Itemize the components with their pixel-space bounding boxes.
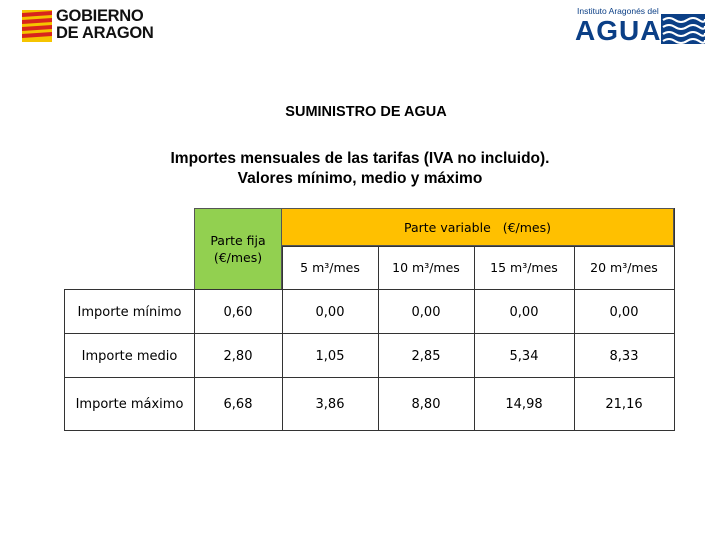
table-gridline bbox=[64, 430, 675, 431]
logo-right-main: AGUA bbox=[575, 15, 662, 46]
table-cell: 5,34 bbox=[509, 348, 539, 364]
row-label: Importe medio bbox=[81, 348, 178, 364]
fixed-header-line2: (€/mes) bbox=[213, 250, 263, 265]
table-cell: 3,86 bbox=[315, 396, 345, 412]
variable-col-header: 15 m³/mes bbox=[490, 259, 558, 275]
logo-right-small: Instituto Aragonés del bbox=[577, 6, 659, 16]
fixed-header-line1: Parte fija bbox=[210, 233, 266, 248]
logo-left-line2: DE ARAGON bbox=[56, 24, 154, 42]
table-cell: 2,85 bbox=[411, 348, 441, 364]
instituto-agua-logo: Instituto Aragonés del AGUA bbox=[575, 6, 705, 48]
page-title: SUMINISTRO DE AGUA bbox=[285, 104, 447, 120]
table-cell: 0,00 bbox=[609, 304, 639, 320]
table-gridline bbox=[64, 289, 65, 431]
table-cell: 6,68 bbox=[223, 396, 253, 412]
table-gridline bbox=[574, 246, 575, 431]
table-gridline bbox=[474, 246, 475, 431]
subtitle-line2: Valores mínimo, medio y máximo bbox=[237, 170, 483, 187]
row-label: Importe mínimo bbox=[77, 304, 182, 320]
gobierno-aragon-logo: GOBIERNO DE ARAGON bbox=[22, 8, 172, 46]
table-gridline bbox=[674, 208, 675, 431]
table-gridline bbox=[282, 246, 674, 247]
table-cell: 21,16 bbox=[605, 396, 643, 412]
table-cell: 0,00 bbox=[315, 304, 345, 320]
variable-col-header: 5 m³/mes bbox=[300, 259, 360, 275]
subtitle-line1: Importes mensuales de las tarifas (IVA n… bbox=[170, 150, 550, 167]
table-cell: 1,05 bbox=[315, 348, 345, 364]
variable-part-header: Parte variable (€/mes) bbox=[281, 208, 674, 246]
fixed-part-header: Parte fija (€/mes) bbox=[194, 208, 282, 290]
variable-col-header: 10 m³/mes bbox=[392, 259, 460, 275]
table-gridline bbox=[378, 246, 379, 431]
table-cell: 2,80 bbox=[223, 348, 253, 364]
table-gridline bbox=[64, 333, 675, 334]
table-cell: 0,60 bbox=[223, 304, 253, 320]
table-gridline bbox=[194, 289, 195, 431]
water-waves-icon bbox=[661, 14, 705, 44]
variable-header-label: Parte variable (€/mes) bbox=[404, 219, 551, 235]
table-cell: 8,33 bbox=[609, 348, 639, 364]
table-gridline bbox=[64, 377, 675, 378]
table-cell: 14,98 bbox=[505, 396, 543, 412]
table-gridline bbox=[64, 289, 675, 290]
table-gridline bbox=[282, 246, 283, 431]
variable-col-header: 20 m³/mes bbox=[590, 259, 658, 275]
table-cell: 8,80 bbox=[411, 396, 441, 412]
table-cell: 0,00 bbox=[411, 304, 441, 320]
logo-left-line1: GOBIERNO bbox=[56, 7, 144, 25]
row-label: Importe máximo bbox=[75, 396, 184, 412]
aragon-flag-icon bbox=[22, 10, 52, 42]
table-cell: 0,00 bbox=[509, 304, 539, 320]
